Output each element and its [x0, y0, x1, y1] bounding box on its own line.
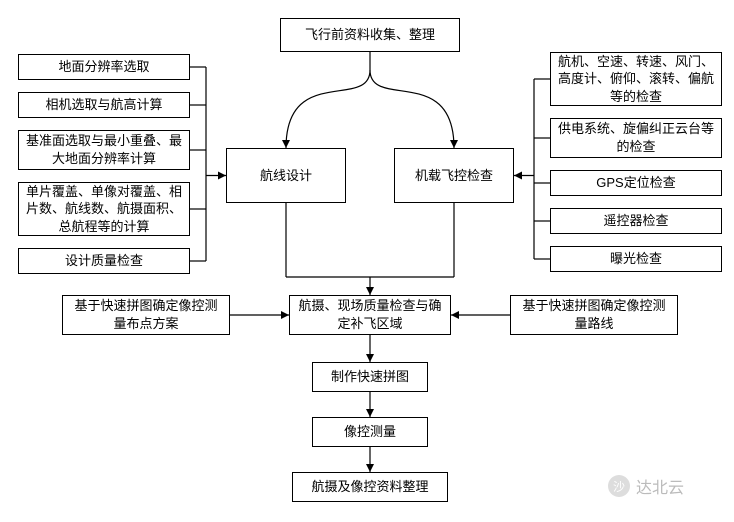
flowchart-node-route: 航线设计: [226, 148, 346, 203]
flowchart-node-top: 飞行前资料收集、整理: [280, 18, 460, 52]
flowchart-node-l5: 设计质量检查: [18, 248, 190, 274]
watermark-icon: 沙: [608, 475, 630, 497]
flowchart-node-l2: 相机选取与航高计算: [18, 92, 190, 118]
watermark-text: 达北云: [636, 474, 684, 498]
flowchart-node-final: 航摄及像控资料整理: [292, 472, 448, 502]
flowchart-node-shoot: 航摄、现场质量检查与确定补飞区域: [289, 295, 451, 335]
flowchart-node-r4: 遥控器检查: [550, 208, 722, 234]
flowchart-node-r2: 供电系统、旋偏纠正云台等的检查: [550, 118, 722, 158]
flowchart-node-r1: 航机、空速、转速、风门、高度计、俯仰、滚转、偏航等的检查: [550, 52, 722, 106]
flowchart-node-r5: 曝光检查: [550, 246, 722, 272]
flowchart-node-check: 机载飞控检查: [394, 148, 514, 203]
flowchart-node-mosaic: 制作快速拼图: [312, 362, 428, 392]
flowchart-node-l1: 地面分辨率选取: [18, 54, 190, 80]
flowchart-node-control: 像控测量: [312, 417, 428, 447]
flowchart-node-l3: 基准面选取与最小重叠、最大地面分辨率计算: [18, 130, 190, 170]
flowchart-node-sr: 基于快速拼图确定像控测量路线: [510, 295, 678, 335]
watermark: 沙 达北云: [608, 474, 684, 498]
flowchart-node-sl: 基于快速拼图确定像控测量布点方案: [62, 295, 230, 335]
flowchart-node-r3: GPS定位检查: [550, 170, 722, 196]
flowchart-node-l4: 单片覆盖、单像对覆盖、相片数、航线数、航摄面积、总航程等的计算: [18, 182, 190, 236]
